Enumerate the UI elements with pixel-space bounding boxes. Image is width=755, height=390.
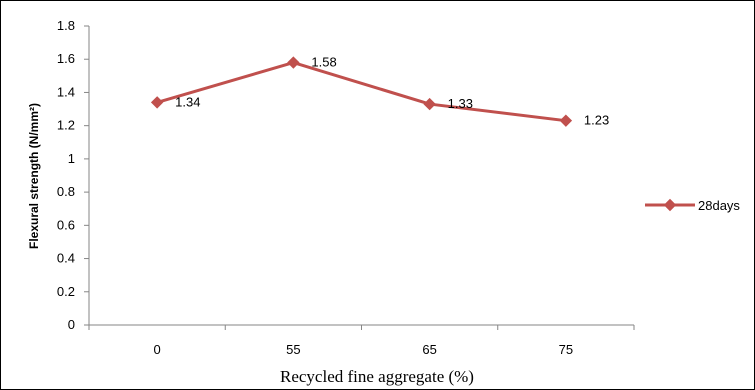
data-point-marker (150, 96, 164, 109)
y-tick-label: 1 (68, 151, 75, 166)
data-point-marker (287, 56, 300, 69)
y-tick-label: 0.8 (57, 184, 75, 199)
y-tick-label: 0 (68, 317, 75, 332)
legend: 28days (645, 198, 740, 213)
x-tick-label: 55 (286, 342, 300, 357)
legend-marker (663, 198, 677, 212)
y-axis-label: Flexural strength (N/mm²) (27, 103, 41, 249)
data-point-marker (559, 114, 573, 127)
series-line (155, 61, 568, 123)
legend-label: 28days (698, 198, 740, 213)
data-point-marker (423, 97, 436, 111)
data-label: 1.33 (448, 96, 473, 111)
x-tick-label: 0 (154, 342, 161, 357)
y-ticks: 0 0.2 0.4 0.6 0.8 1 1.2 1.4 1.6 1.8 (57, 18, 89, 332)
x-axis-label: Recycled fine aggregate (%) (280, 367, 474, 386)
x-tick-label: 75 (559, 342, 573, 357)
data-label: 1.34 (175, 94, 200, 109)
y-tick-label: 0.4 (57, 251, 75, 266)
axes (88, 26, 634, 326)
data-label: 1.23 (584, 113, 609, 128)
data-labels: 1.34 1.58 1.33 1.23 (175, 55, 609, 128)
y-tick-label: 0.6 (57, 217, 75, 232)
series-group (150, 56, 573, 127)
y-tick-label: 1.8 (57, 18, 75, 33)
y-tick-label: 1.6 (57, 51, 75, 66)
y-tick-label: 1.4 (57, 84, 75, 99)
y-tick-label: 1.2 (57, 118, 75, 133)
x-tick-label: 65 (422, 342, 436, 357)
data-label: 1.58 (311, 55, 336, 70)
y-tick-label: 0.2 (57, 284, 75, 299)
x-ticks: 0 55 65 75 (88, 325, 635, 357)
